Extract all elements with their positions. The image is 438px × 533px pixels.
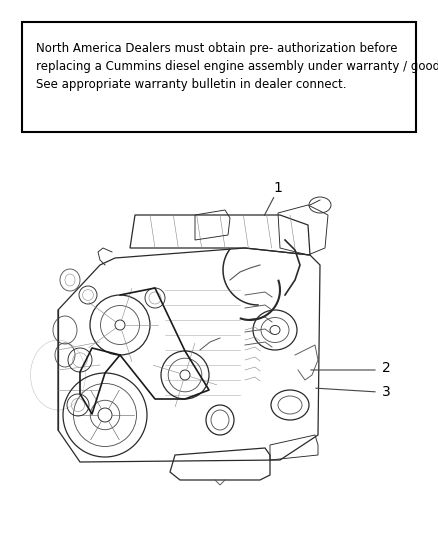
Text: 1: 1 <box>274 181 283 195</box>
Text: See appropriate warranty bulletin in dealer connect.: See appropriate warranty bulletin in dea… <box>36 78 346 91</box>
Text: replacing a Cummins diesel engine assembly under warranty / goodwill.: replacing a Cummins diesel engine assemb… <box>36 60 438 73</box>
Text: 2: 2 <box>381 361 390 375</box>
Text: North America Dealers must obtain pre- authorization before: North America Dealers must obtain pre- a… <box>36 42 398 55</box>
Bar <box>22 22 416 132</box>
Text: 3: 3 <box>381 385 390 399</box>
